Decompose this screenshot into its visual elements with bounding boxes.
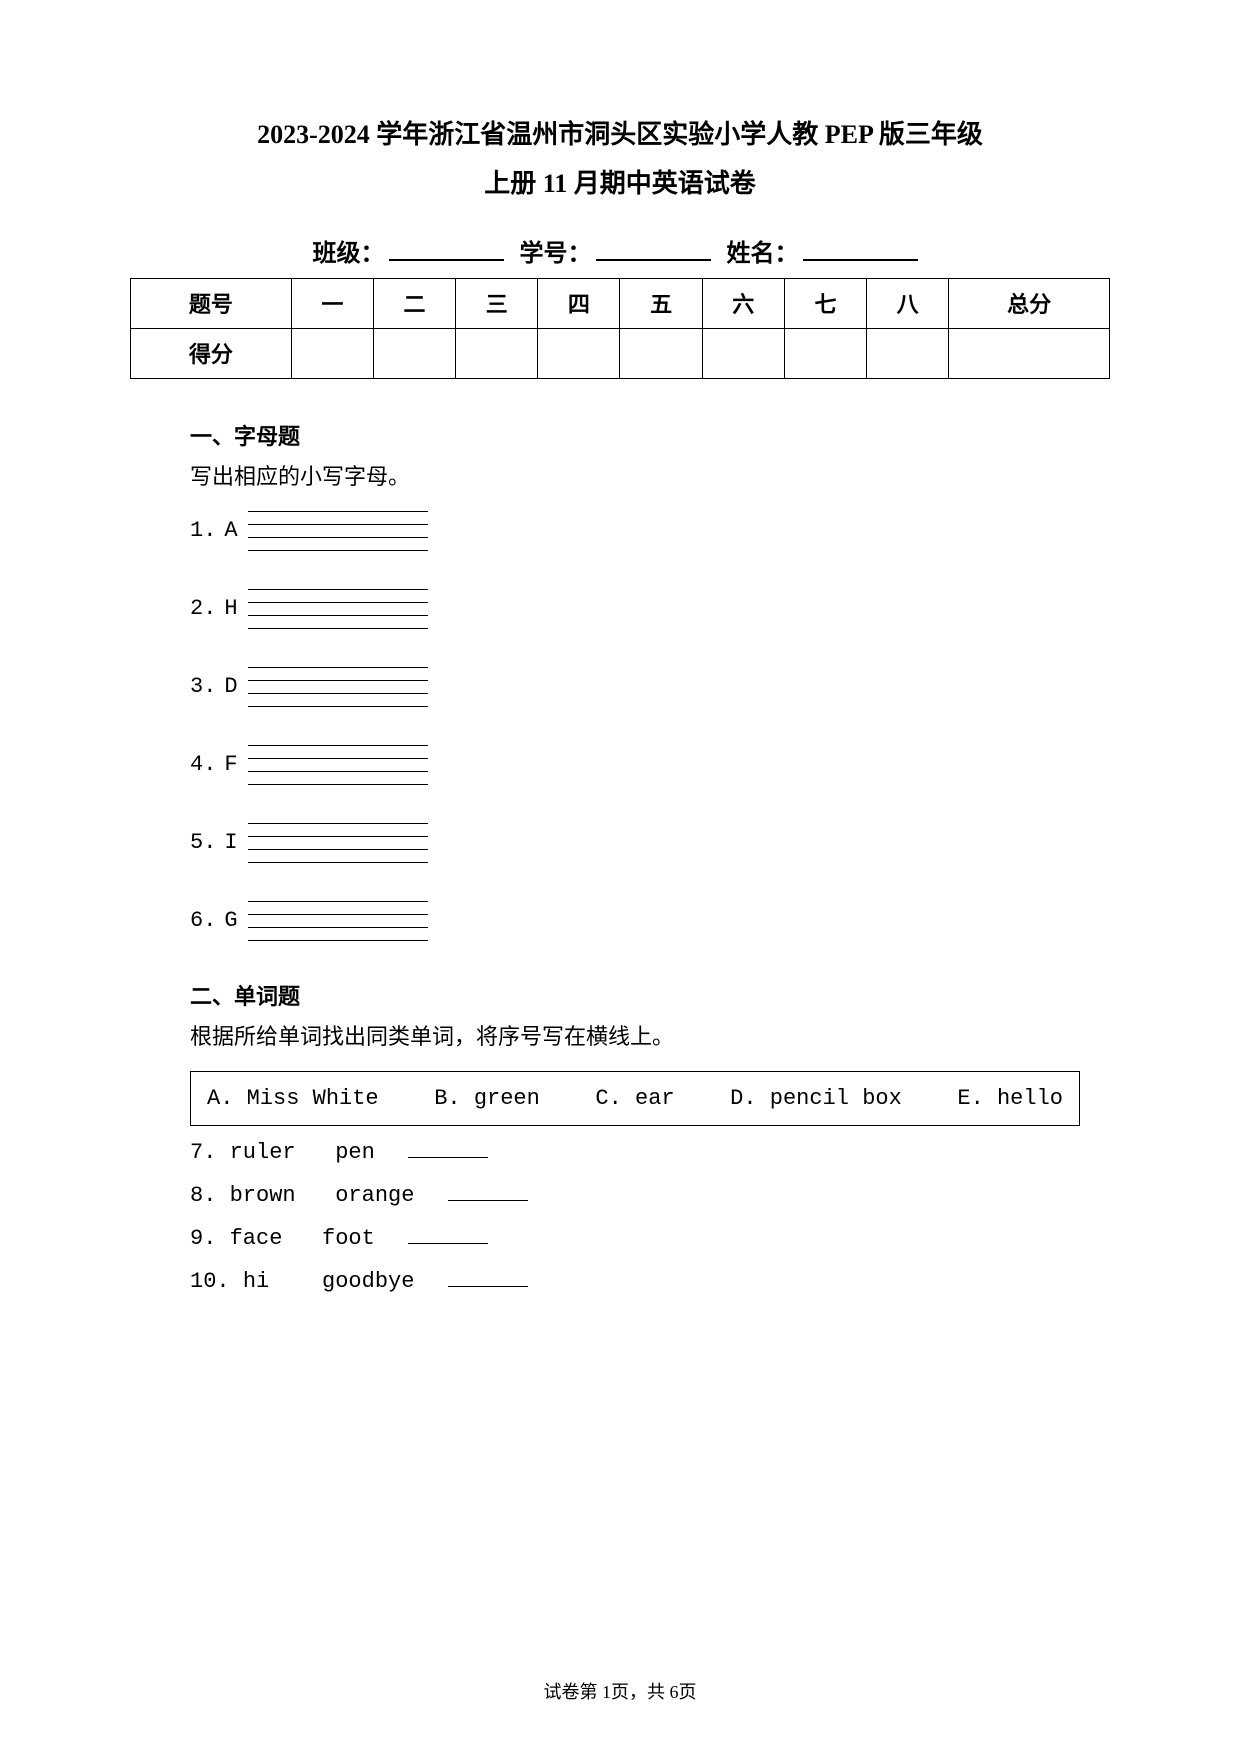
option-item: B. green bbox=[434, 1086, 540, 1111]
header-cell: 四 bbox=[538, 278, 620, 328]
question-letter: F bbox=[224, 752, 237, 777]
question-number: 10. bbox=[190, 1269, 230, 1294]
header-cell: 七 bbox=[784, 278, 866, 328]
table-row: 题号 一 二 三 四 五 六 七 八 总分 bbox=[131, 278, 1110, 328]
question-letter: H bbox=[224, 596, 237, 621]
student-info-line: 班级： 学号： 姓名： bbox=[130, 233, 1110, 268]
question-words: ruler pen bbox=[230, 1140, 375, 1165]
table-row: 得分 bbox=[131, 328, 1110, 378]
answer-blank[interactable] bbox=[408, 1142, 488, 1158]
question-number: 6. bbox=[190, 908, 216, 933]
four-line-grid[interactable] bbox=[248, 823, 428, 863]
header-cell: 五 bbox=[620, 278, 702, 328]
question-number: 2. bbox=[190, 596, 216, 621]
letter-question: 1. A bbox=[190, 511, 1080, 551]
four-line-grid[interactable] bbox=[248, 901, 428, 941]
letter-question: 4. F bbox=[190, 745, 1080, 785]
score-cell[interactable] bbox=[784, 328, 866, 378]
question-letter: D bbox=[224, 674, 237, 699]
header-cell: 八 bbox=[867, 278, 949, 328]
exam-title-line2: 上册 11 月期中英语试卷 bbox=[130, 159, 1110, 208]
four-line-grid[interactable] bbox=[248, 667, 428, 707]
class-label: 班级： bbox=[313, 241, 385, 267]
question-number: 3. bbox=[190, 674, 216, 699]
option-item: A. Miss White bbox=[207, 1086, 379, 1111]
score-cell[interactable] bbox=[373, 328, 455, 378]
question-words: hi goodbye bbox=[243, 1269, 415, 1294]
name-label: 姓名： bbox=[727, 241, 799, 267]
question-words: brown orange bbox=[230, 1183, 415, 1208]
answer-blank[interactable] bbox=[448, 1271, 528, 1287]
four-line-grid[interactable] bbox=[248, 589, 428, 629]
section2-title: 二、单词题 bbox=[190, 979, 1080, 1011]
header-cell: 二 bbox=[373, 278, 455, 328]
question-number: 5. bbox=[190, 830, 216, 855]
word-question: 9. face foot bbox=[190, 1226, 1080, 1251]
question-number: 7. bbox=[190, 1140, 216, 1165]
letter-question: 6. G bbox=[190, 901, 1080, 941]
header-cell: 总分 bbox=[949, 278, 1110, 328]
exam-title-line1: 2023-2024 学年浙江省温州市洞头区实验小学人教 PEP 版三年级 bbox=[130, 110, 1110, 159]
header-cell: 题号 bbox=[131, 278, 292, 328]
score-cell[interactable] bbox=[867, 328, 949, 378]
score-cell[interactable] bbox=[702, 328, 784, 378]
option-item: D. pencil box bbox=[730, 1086, 902, 1111]
letter-question: 5. I bbox=[190, 823, 1080, 863]
letter-question: 2. H bbox=[190, 589, 1080, 629]
header-cell: 六 bbox=[702, 278, 784, 328]
section1-desc: 写出相应的小写字母。 bbox=[190, 459, 1080, 491]
question-number: 8. bbox=[190, 1183, 216, 1208]
page-footer: 试卷第 1页，共 6页 bbox=[0, 1678, 1240, 1704]
word-question: 8. brown orange bbox=[190, 1183, 1080, 1208]
score-cell[interactable] bbox=[620, 328, 702, 378]
option-item: E. hello bbox=[957, 1086, 1063, 1111]
question-number: 9. bbox=[190, 1226, 216, 1251]
question-letter: I bbox=[224, 830, 237, 855]
score-cell[interactable] bbox=[538, 328, 620, 378]
score-table: 题号 一 二 三 四 五 六 七 八 总分 得分 bbox=[130, 278, 1110, 379]
four-line-grid[interactable] bbox=[248, 511, 428, 551]
letter-question: 3. D bbox=[190, 667, 1080, 707]
score-cell[interactable] bbox=[456, 328, 538, 378]
question-letter: A bbox=[224, 518, 237, 543]
section2-desc: 根据所给单词找出同类单词，将序号写在横线上。 bbox=[190, 1019, 1080, 1051]
score-cell[interactable] bbox=[291, 328, 373, 378]
answer-blank[interactable] bbox=[448, 1185, 528, 1201]
section1-title: 一、字母题 bbox=[190, 419, 1080, 451]
question-letter: G bbox=[224, 908, 237, 933]
options-box: A. Miss White B. green C. ear D. pencil … bbox=[190, 1071, 1080, 1126]
score-row-label: 得分 bbox=[131, 328, 292, 378]
answer-blank[interactable] bbox=[408, 1228, 488, 1244]
student-id-label: 学号： bbox=[520, 241, 592, 267]
name-blank[interactable] bbox=[803, 241, 918, 261]
student-id-blank[interactable] bbox=[596, 241, 711, 261]
four-line-grid[interactable] bbox=[248, 745, 428, 785]
question-number: 4. bbox=[190, 752, 216, 777]
question-number: 1. bbox=[190, 518, 216, 543]
word-question: 7. ruler pen bbox=[190, 1140, 1080, 1165]
word-question: 10. hi goodbye bbox=[190, 1269, 1080, 1294]
question-words: face foot bbox=[230, 1226, 375, 1251]
header-cell: 一 bbox=[291, 278, 373, 328]
header-cell: 三 bbox=[456, 278, 538, 328]
class-blank[interactable] bbox=[389, 241, 504, 261]
score-cell[interactable] bbox=[949, 328, 1110, 378]
option-item: C. ear bbox=[595, 1086, 674, 1111]
